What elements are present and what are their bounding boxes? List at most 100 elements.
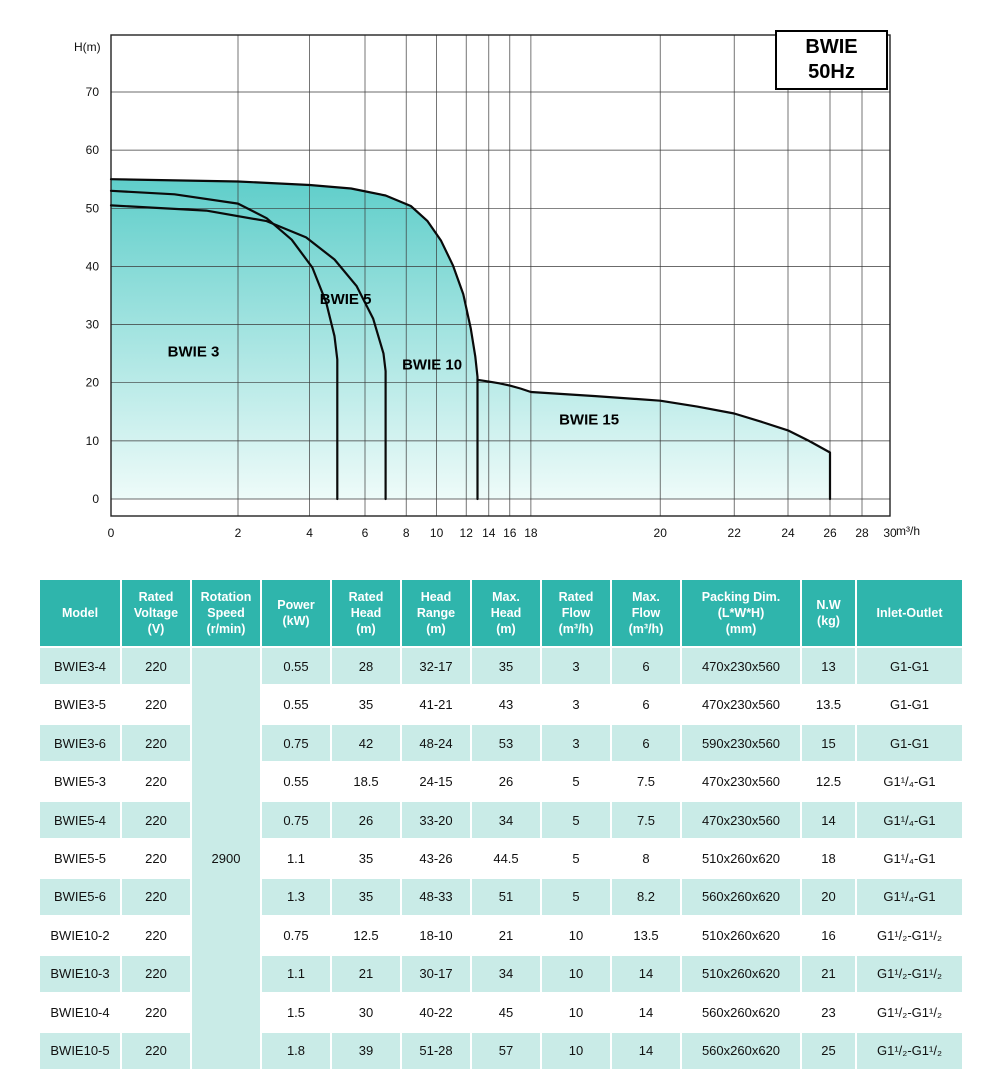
svg-text:10: 10	[430, 526, 444, 540]
cell: BWIE5-4	[38, 799, 122, 841]
curve-label-bwie-15: BWIE 15	[559, 412, 619, 429]
curve-bwie-10	[109, 178, 479, 501]
column-header-2: Rotation Speed (r/min)	[190, 578, 262, 648]
cell: 220	[120, 684, 192, 725]
cell: 560x260x620	[680, 876, 802, 918]
cell: 220	[120, 838, 192, 879]
cell: G1¹/₄-G1	[855, 838, 964, 879]
cell: 25	[800, 1030, 857, 1071]
svg-text:6: 6	[362, 526, 369, 540]
table-row-bwie10-3: BWIE10-3 220 1.1 21 30-17 34 10 14 510x260x620 21…	[38, 953, 964, 995]
column-header-3: Power (kW)	[260, 578, 332, 648]
cell: 7.5	[610, 761, 682, 802]
cell: 6	[610, 722, 682, 764]
cell: 5	[540, 799, 612, 841]
cell: 32-17	[400, 645, 472, 687]
cell: 0.55	[260, 684, 332, 725]
cell: 220	[120, 1030, 192, 1071]
cell: G1-G1	[855, 722, 964, 764]
cell: 220	[120, 992, 192, 1033]
cell: 5	[540, 838, 612, 879]
cell: 510x260x620	[680, 953, 802, 995]
cell: 220	[120, 722, 192, 764]
svg-text:28: 28	[855, 526, 869, 540]
svg-text:12: 12	[460, 526, 474, 540]
cell: 470x230x560	[680, 799, 802, 841]
cell: 20	[800, 876, 857, 918]
cell: 6	[610, 684, 682, 725]
chart-fill-area	[111, 179, 830, 499]
cell: 14	[610, 953, 682, 995]
cell: 18-10	[400, 915, 472, 956]
curve-label-bwie-5: BWIE 5	[320, 291, 372, 308]
cell: 13.5	[610, 915, 682, 956]
cell: 51	[470, 876, 542, 918]
svg-text:14: 14	[482, 526, 496, 540]
cell: 10	[540, 915, 612, 956]
column-header-7: Rated Flow (m³/h)	[540, 578, 612, 648]
pump-performance-chart: BWIE 3 BWIE 5 BWIE 10 BWIE 15 0 2 4 6 8 10 12 14 16 1…	[74, 30, 920, 540]
cell: 21	[470, 915, 542, 956]
cell: 35	[330, 684, 402, 725]
svg-text:18: 18	[524, 526, 538, 540]
chart-title-frequency: 50Hz	[808, 61, 855, 83]
cell: 1.1	[260, 838, 332, 879]
cell: BWIE5-6	[38, 876, 122, 918]
cell: 42	[330, 722, 402, 764]
table-row-bwie5-4: BWIE5-4 220 0.75 26 33-20 34 5 7.5 470x230x560 14…	[38, 799, 964, 841]
cell: 8.2	[610, 876, 682, 918]
cell: 0.55	[260, 761, 332, 802]
cell: 30	[330, 992, 402, 1033]
cell: 14	[800, 799, 857, 841]
svg-text:2: 2	[235, 526, 242, 540]
column-header-0: Model	[38, 578, 122, 648]
column-header-5: Head Range (m)	[400, 578, 472, 648]
cell: 15	[800, 722, 857, 764]
cell: 3	[540, 684, 612, 725]
cell: 34	[470, 799, 542, 841]
cell: 0.55	[260, 645, 332, 687]
cell: 35	[330, 876, 402, 918]
cell: 43	[470, 684, 542, 725]
chart-grid	[110, 35, 891, 516]
cell: 3	[540, 645, 612, 687]
cell: 510x260x620	[680, 838, 802, 879]
svg-text:20: 20	[86, 376, 100, 390]
curve-label-bwie-3: BWIE 3	[168, 344, 220, 361]
svg-text:30: 30	[883, 526, 897, 540]
curve-bwie-3	[109, 189, 339, 501]
cell: G1-G1	[855, 684, 964, 725]
svg-text:30: 30	[86, 318, 100, 332]
table-row-bwie10-5: BWIE10-5 220 1.8 39 51-28 57 10 14 560x260x620 25…	[38, 1030, 964, 1071]
cell: 35	[330, 838, 402, 879]
cell: G1¹/₂-G1¹/₂	[855, 1030, 964, 1071]
cell: 43-26	[400, 838, 472, 879]
cell: 8	[610, 838, 682, 879]
cell: 48-33	[400, 876, 472, 918]
curve-bwie-5	[109, 204, 387, 501]
cell: 12.5	[800, 761, 857, 802]
cell: 51-28	[400, 1030, 472, 1071]
cell: 30-17	[400, 953, 472, 995]
table-row-bwie3-6: BWIE3-6 220 0.75 42 48-24 53 3 6 590x230x560 15 G1…	[38, 722, 964, 764]
rotation-speed-merged-cell: 2900	[190, 646, 262, 1071]
specification-table: Model Rated Voltage (V) Rotation Speed (r/…	[38, 578, 964, 1071]
table-body: BWIE3-4 220 2900 0.55 28 32-17 35 3 6 470x230x560…	[38, 645, 964, 1071]
cell: 5	[540, 876, 612, 918]
column-header-10: N.W (kg)	[800, 578, 857, 648]
cell: 510x260x620	[680, 915, 802, 956]
chart-frame	[110, 34, 891, 517]
svg-text:8: 8	[403, 526, 410, 540]
cell: 470x230x560	[680, 684, 802, 725]
x-axis-unit: m³/h	[896, 524, 920, 538]
table-header-row: Model Rated Voltage (V) Rotation Speed (r/…	[38, 578, 964, 648]
column-header-1: Rated Voltage (V)	[120, 578, 192, 648]
cell: 39	[330, 1030, 402, 1071]
cell: BWIE10-5	[38, 1030, 122, 1071]
svg-text:0: 0	[108, 526, 115, 540]
cell: 26	[470, 761, 542, 802]
cell: 0.75	[260, 915, 332, 956]
cell: 560x260x620	[680, 1030, 802, 1071]
cell: 0.75	[260, 799, 332, 841]
cell: G1¹/₂-G1¹/₂	[855, 915, 964, 956]
